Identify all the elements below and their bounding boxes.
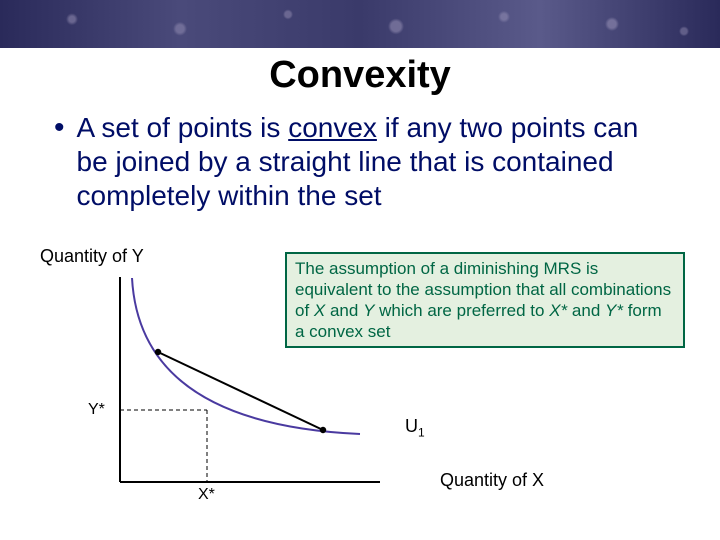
chord-point-lower xyxy=(320,427,326,433)
x-axis-label: Quantity of X xyxy=(440,470,544,491)
chord-point-upper xyxy=(155,349,161,355)
chord-line xyxy=(158,352,323,430)
bullet-block: • A set of points is convex if any two p… xyxy=(54,111,666,213)
x-star-label: X* xyxy=(198,486,215,504)
callout-mid3: and xyxy=(567,301,605,320)
bullet-dot-icon: • xyxy=(54,111,65,145)
curve-label-main: U xyxy=(405,416,418,436)
decorative-banner xyxy=(0,0,720,48)
y-star-label: Y* xyxy=(88,401,105,419)
bullet-text: A set of points is convex if any two poi… xyxy=(77,111,666,213)
curve-label: U1 xyxy=(405,416,425,440)
callout-ystar: Y* xyxy=(605,301,623,320)
bullet-pre: A set of points is xyxy=(77,112,289,143)
curve-label-sub: 1 xyxy=(418,426,425,440)
chart-area: Quantity of Y The assumption of a dimini… xyxy=(40,252,680,532)
page-title: Convexity xyxy=(0,54,720,97)
callout-xstar: X* xyxy=(549,301,567,320)
bullet-underlined: convex xyxy=(288,112,377,143)
bullet-item: • A set of points is convex if any two p… xyxy=(54,111,666,213)
indifference-graph xyxy=(40,252,440,512)
